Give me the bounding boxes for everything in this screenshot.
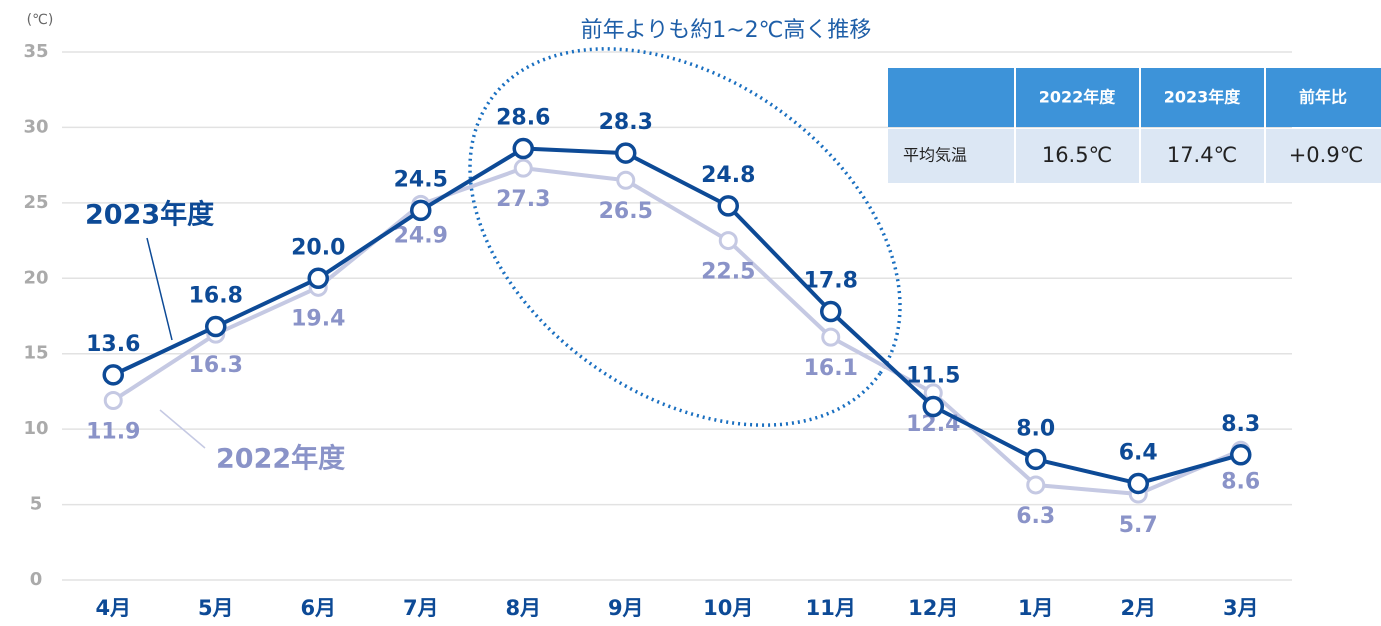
data-label: 24.5 [394, 167, 448, 192]
x-tick-label: 3月 [1223, 596, 1259, 620]
data-point [1026, 475, 1046, 495]
series-line [112, 146, 1242, 486]
data-point [717, 195, 739, 217]
table-header: 2022年度 [1039, 88, 1117, 107]
table-row-bg [888, 129, 1381, 183]
x-tick-label: 1月 [1018, 596, 1054, 620]
data-label: 28.3 [599, 110, 653, 135]
data-label: 16.8 [189, 284, 243, 309]
y-tick-label: 0 [30, 569, 43, 590]
table-cell: 17.4℃ [1167, 143, 1237, 167]
data-label: 8.3 [1221, 412, 1260, 437]
x-tick-label: 5月 [198, 596, 234, 620]
x-tick-label: 11月 [806, 596, 856, 620]
data-label: 19.4 [291, 306, 345, 331]
y-tick-label: 15 [23, 343, 48, 364]
data-label: 11.9 [86, 419, 140, 444]
y-tick-label: 5 [30, 494, 43, 515]
table-cell: 16.5℃ [1042, 143, 1112, 167]
table-cell: +0.9℃ [1289, 143, 1364, 167]
y-tick-label: 30 [23, 116, 48, 137]
table-header-bg [888, 68, 1381, 127]
series-label: 2023年度 [85, 199, 214, 231]
data-point [205, 315, 227, 338]
x-tick-label: 6月 [300, 596, 336, 620]
table-header: 前年比 [1299, 88, 1347, 107]
y-tick-label: 10 [23, 418, 48, 439]
series-label: 2022年度 [216, 443, 345, 475]
table-row-label: 平均気温 [903, 146, 967, 165]
data-label: 11.5 [906, 364, 960, 389]
data-point [512, 137, 534, 160]
data-label: 28.6 [496, 106, 550, 131]
data-point [922, 395, 944, 418]
data-point [615, 142, 637, 164]
data-label: 6.4 [1119, 440, 1158, 465]
data-label: 8.6 [1221, 469, 1260, 494]
data-label: 16.3 [189, 353, 243, 378]
x-tick-label: 4月 [95, 596, 131, 620]
x-tick-label: 2月 [1120, 596, 1156, 620]
data-label: 6.3 [1016, 504, 1055, 529]
data-label: 20.0 [291, 235, 345, 260]
data-label: 5.7 [1119, 513, 1158, 538]
data-point [1025, 448, 1047, 471]
y-tick-label: 20 [23, 267, 48, 288]
x-tick-label: 10月 [703, 596, 753, 620]
data-label: 13.6 [86, 332, 140, 357]
highlight-ellipse [468, 47, 902, 427]
data-label: 24.9 [394, 223, 448, 248]
y-tick-label: 35 [23, 41, 48, 62]
x-tick-label: 9月 [608, 596, 644, 620]
data-point [410, 199, 432, 222]
data-point [821, 327, 841, 347]
chart-title: 前年よりも約1~2℃高く推移 [581, 18, 872, 43]
data-label: 26.5 [599, 199, 653, 224]
data-point [102, 364, 124, 386]
series-line [112, 166, 1242, 497]
y-axis-unit: (℃) [27, 12, 54, 28]
data-label: 8.0 [1016, 416, 1055, 441]
y-tick-label: 25 [23, 192, 48, 213]
x-tick-label: 8月 [505, 596, 541, 620]
data-point [718, 231, 738, 251]
leader-line [146, 237, 173, 341]
grid: 0 5 10 15 20 25 30 35 [23, 41, 1292, 590]
data-point [1127, 472, 1149, 495]
data-label: 24.8 [701, 163, 755, 188]
x-tick-label: 12月 [908, 596, 958, 620]
data-point [616, 170, 636, 190]
data-label: 27.3 [496, 187, 550, 212]
summary-table: 2022年度 2023年度 前年比 平均気温 16.5℃ 17.4℃ +0.9℃ [888, 68, 1381, 183]
x-tick-label: 7月 [403, 596, 439, 620]
data-label: 16.1 [804, 356, 858, 381]
data-point [307, 267, 329, 290]
data-point [103, 390, 123, 410]
table-header: 2023年度 [1164, 88, 1242, 107]
data-point [513, 158, 533, 178]
leader-line [159, 409, 206, 449]
data-label: 22.5 [701, 260, 755, 285]
data-point [1230, 444, 1252, 466]
data-point [820, 300, 842, 323]
data-label: 17.8 [804, 268, 858, 293]
